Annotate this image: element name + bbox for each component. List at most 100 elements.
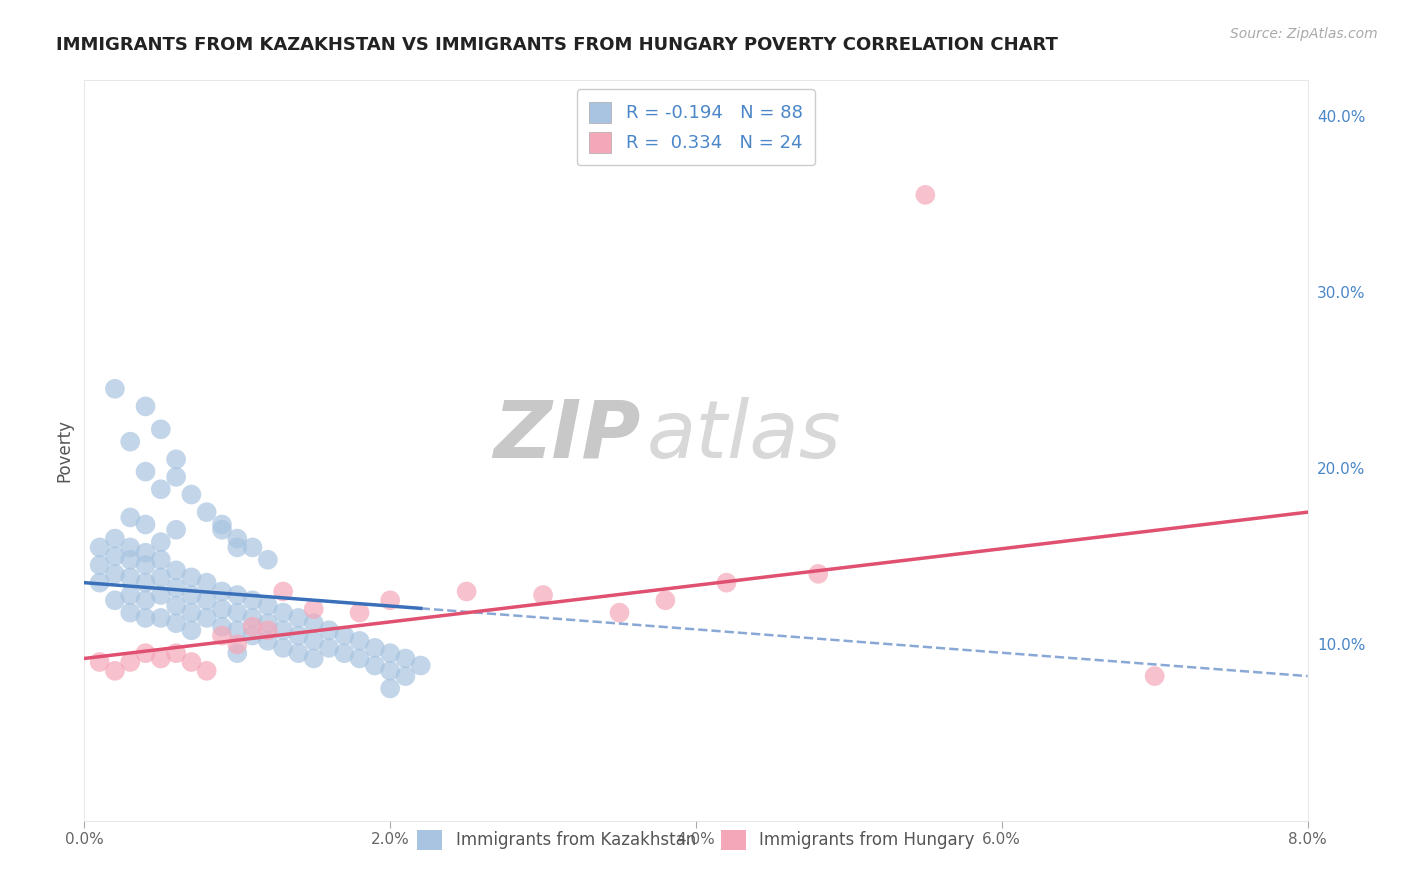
Point [287, 628, 309, 642]
Point [180, 655, 202, 669]
Point [211, 517, 233, 532]
Point [609, 606, 631, 620]
Point [211, 602, 233, 616]
Point [195, 611, 218, 625]
Text: Source: ZipAtlas.com: Source: ZipAtlas.com [1230, 27, 1378, 41]
Point [716, 575, 738, 590]
Point [89, 655, 111, 669]
Point [120, 434, 142, 449]
Point [302, 616, 325, 631]
Point [165, 523, 187, 537]
Point [104, 532, 127, 546]
Point [364, 658, 387, 673]
Point [149, 535, 172, 549]
Point [149, 588, 172, 602]
Point [180, 624, 202, 638]
Point [89, 575, 111, 590]
Legend: Immigrants from Kazakhstan, Immigrants from Hungary: Immigrants from Kazakhstan, Immigrants f… [411, 823, 981, 856]
Point [242, 628, 264, 642]
Point [165, 616, 187, 631]
Point [120, 588, 142, 602]
Point [226, 637, 249, 651]
Point [165, 452, 187, 467]
Y-axis label: Poverty: Poverty [55, 419, 73, 482]
Point [654, 593, 676, 607]
Point [318, 640, 340, 655]
Point [380, 593, 402, 607]
Point [135, 646, 157, 660]
Point [333, 628, 356, 642]
Point [149, 422, 172, 436]
Point [135, 558, 157, 572]
Point [195, 593, 218, 607]
Point [349, 651, 371, 665]
Point [1143, 669, 1166, 683]
Point [271, 640, 294, 655]
Point [271, 584, 294, 599]
Point [211, 523, 233, 537]
Point [226, 606, 249, 620]
Point [104, 566, 127, 581]
Point [120, 606, 142, 620]
Point [135, 575, 157, 590]
Point [394, 651, 416, 665]
Point [226, 624, 249, 638]
Point [349, 633, 371, 648]
Point [211, 620, 233, 634]
Point [165, 599, 187, 613]
Point [180, 606, 202, 620]
Point [456, 584, 478, 599]
Point [287, 646, 309, 660]
Point [211, 584, 233, 599]
Point [364, 640, 387, 655]
Point [380, 681, 402, 696]
Point [302, 651, 325, 665]
Point [165, 581, 187, 595]
Point [257, 553, 280, 567]
Point [104, 382, 127, 396]
Point [165, 470, 187, 484]
Point [104, 664, 127, 678]
Point [318, 624, 340, 638]
Point [409, 658, 432, 673]
Point [226, 646, 249, 660]
Point [226, 532, 249, 546]
Point [271, 624, 294, 638]
Point [226, 541, 249, 555]
Point [211, 628, 233, 642]
Point [180, 570, 202, 584]
Point [135, 400, 157, 414]
Point [242, 541, 264, 555]
Point [149, 651, 172, 665]
Point [257, 599, 280, 613]
Text: atlas: atlas [647, 397, 842, 475]
Point [165, 563, 187, 577]
Text: ZIP: ZIP [494, 397, 641, 475]
Point [120, 553, 142, 567]
Point [180, 588, 202, 602]
Point [135, 546, 157, 560]
Point [149, 611, 172, 625]
Point [349, 606, 371, 620]
Text: IMMIGRANTS FROM KAZAKHSTAN VS IMMIGRANTS FROM HUNGARY POVERTY CORRELATION CHART: IMMIGRANTS FROM KAZAKHSTAN VS IMMIGRANTS… [56, 36, 1059, 54]
Point [333, 646, 356, 660]
Point [242, 620, 264, 634]
Point [271, 606, 294, 620]
Point [257, 624, 280, 638]
Point [149, 570, 172, 584]
Point [120, 570, 142, 584]
Point [302, 633, 325, 648]
Point [120, 541, 142, 555]
Point [287, 611, 309, 625]
Point [135, 611, 157, 625]
Point [195, 664, 218, 678]
Point [180, 487, 202, 501]
Point [89, 558, 111, 572]
Point [807, 566, 830, 581]
Point [531, 588, 554, 602]
Point [104, 593, 127, 607]
Point [257, 633, 280, 648]
Point [380, 664, 402, 678]
Point [257, 616, 280, 631]
Point [104, 549, 127, 564]
